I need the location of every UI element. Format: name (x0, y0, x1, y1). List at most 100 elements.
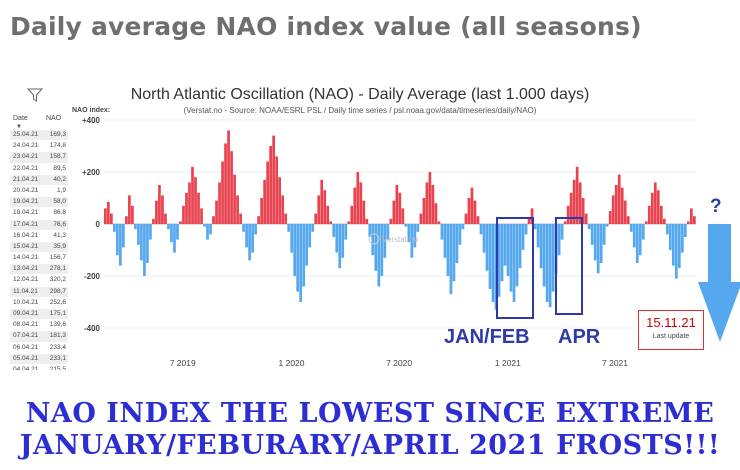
row-value: 174,8 (49, 142, 66, 150)
negative-bar (599, 224, 603, 263)
negative-bar (371, 224, 375, 256)
positive-bar (395, 185, 399, 224)
positive-bar (314, 213, 318, 224)
negative-bar (251, 224, 254, 253)
table-row[interactable]: 15.04.21 35,9 (10, 241, 68, 254)
table-row[interactable]: 06.04.21 233,4 (10, 343, 68, 354)
table-row[interactable]: 09.04.21 175,1 (10, 309, 68, 321)
row-date: 20.04.21 (13, 186, 39, 194)
positive-bar (584, 213, 588, 224)
table-row[interactable]: 21.04.21 40,2 (10, 174, 68, 186)
table-row[interactable]: 14.04.21 156,7 (10, 253, 68, 265)
x-tick-label: 7 2020 (386, 358, 412, 368)
negative-bar (386, 224, 390, 240)
data-table: Date NAO ▼ 25.04.21 169,3 24.04.21 174,8 23.… (10, 88, 68, 370)
positive-bar (221, 161, 224, 224)
negative-bar (305, 224, 309, 266)
positive-bar (257, 216, 260, 224)
positive-bar (266, 161, 269, 224)
table-row[interactable]: 11.04.21 298,7 (10, 286, 68, 298)
table-header-date[interactable]: Date (13, 115, 28, 122)
table-row[interactable]: 12.04.21 320,2 (10, 275, 68, 287)
positive-bar (215, 200, 218, 224)
positive-bar (692, 216, 696, 224)
table-row[interactable]: 17.04.21 76,6 (10, 219, 68, 231)
positive-bar (191, 166, 194, 224)
x-tick-label: 1 2021 (495, 358, 521, 368)
negative-bar (668, 224, 672, 250)
row-value: 169,3 (49, 131, 66, 138)
row-date: 19.04.21 (13, 198, 39, 206)
row-date: 22.04.21 (13, 164, 39, 172)
x-tick-label: 1 2020 (279, 358, 305, 368)
positive-bar (653, 182, 657, 224)
row-value: 40,2 (53, 175, 66, 183)
row-date: 05.04.21 (13, 354, 39, 362)
negative-bar (338, 224, 342, 269)
positive-bar (614, 185, 618, 224)
negative-bar (461, 224, 465, 230)
last-update-box: 15.11.21 Last update (638, 310, 704, 350)
positive-bar (362, 200, 366, 224)
negative-bar (629, 224, 633, 232)
negative-bar (173, 224, 176, 253)
positive-bar (401, 208, 405, 224)
positive-bar (224, 143, 227, 224)
table-row[interactable]: 19.04.21 58,0 (10, 197, 68, 209)
table-row[interactable]: 13.04.21 278,1 (10, 264, 68, 276)
negative-bar (680, 224, 684, 253)
negative-bar (536, 224, 540, 248)
negative-bar (446, 224, 450, 276)
negative-bar (683, 224, 687, 237)
table-row[interactable]: 10.04.21 252,6 (10, 298, 68, 309)
negative-bar (113, 224, 116, 232)
negative-bar (485, 224, 489, 271)
positive-bar (644, 221, 648, 224)
table-row[interactable]: 04.04.21 215,5 (10, 365, 68, 370)
chart-subtitle: (Verstat.no - Source: NOAA/ESRL PSL / Da… (183, 106, 537, 115)
positive-bar (104, 208, 107, 224)
negative-bar (143, 224, 146, 276)
row-value: 156,7 (49, 254, 66, 262)
table-row[interactable]: 08.04.21 139,6 (10, 320, 68, 332)
negative-bar (248, 224, 251, 261)
positive-bar (425, 182, 429, 224)
table-row[interactable]: 20.04.21 1,9 (10, 186, 68, 198)
negative-bar (521, 224, 525, 250)
table-row[interactable]: 05.04.21 233,1 (10, 353, 68, 365)
negative-bar (665, 224, 669, 235)
row-date: 06.04.21 (13, 343, 39, 351)
row-value: 252,6 (49, 298, 66, 306)
table-header-value[interactable]: NAO (46, 115, 62, 122)
negative-bar (134, 224, 137, 230)
positive-bar (239, 213, 242, 224)
row-date: 14.04.21 (13, 254, 39, 262)
negative-bar (596, 224, 600, 274)
negative-bar (479, 224, 483, 235)
negative-bar (503, 224, 507, 266)
table-row[interactable]: 24.04.21 174,8 (10, 141, 68, 153)
positive-bar (152, 218, 155, 224)
table-row[interactable]: 07.04.21 181,3 (10, 331, 68, 343)
table-row[interactable]: 18.04.21 86,8 (10, 208, 68, 220)
jan-feb-highlight-box (496, 217, 534, 319)
row-date: 11.04.21 (13, 287, 38, 295)
positive-bar (647, 205, 651, 224)
positive-bar (272, 135, 275, 224)
positive-bar (320, 179, 324, 224)
positive-bar (473, 200, 477, 224)
negative-bar (341, 224, 345, 258)
table-row[interactable]: 23.04.21 158,7 (10, 152, 68, 164)
filter-icon[interactable] (27, 88, 43, 102)
negative-bar (602, 224, 606, 245)
positive-bar (578, 182, 582, 224)
table-row[interactable]: 22.04.21 89,5 (10, 164, 68, 175)
negative-bar (512, 224, 516, 302)
positive-bar (689, 208, 693, 224)
sort-descending-icon[interactable]: ▼ (16, 124, 22, 130)
positive-bar (323, 190, 327, 224)
y-tick-label: -400 (84, 324, 101, 333)
positive-bar (194, 177, 197, 224)
table-row[interactable]: 16.04.21 41,3 (10, 231, 68, 242)
table-row[interactable]: 25.04.21 169,3 (10, 130, 68, 142)
